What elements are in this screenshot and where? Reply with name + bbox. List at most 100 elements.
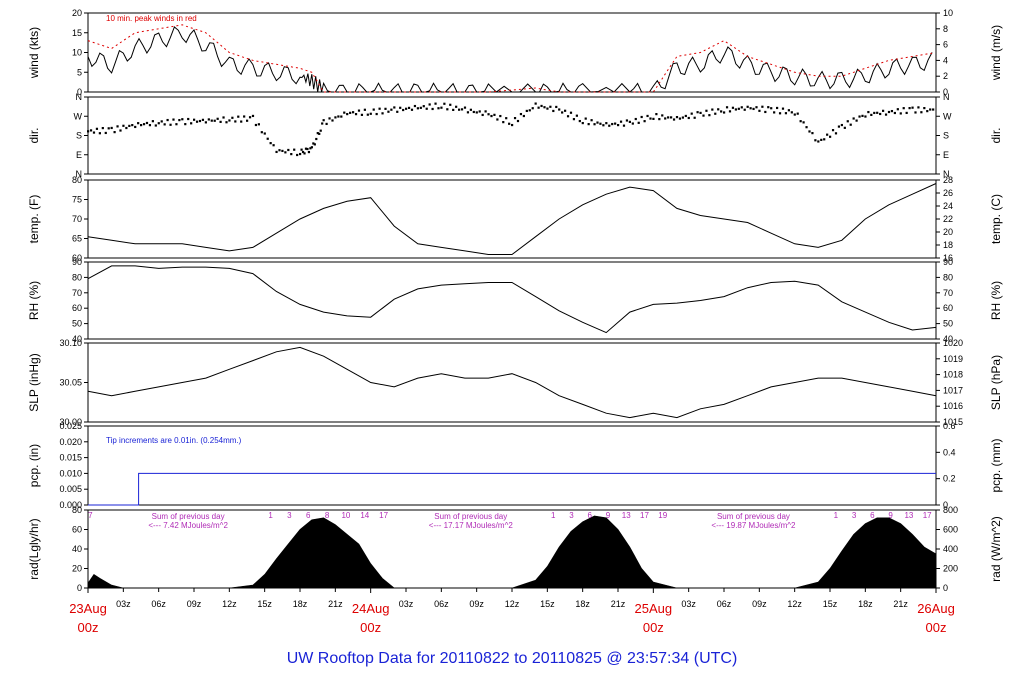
hour-label: 1 bbox=[834, 511, 839, 520]
dir-point bbox=[275, 150, 278, 154]
dir-point bbox=[225, 121, 228, 124]
dir-point bbox=[690, 112, 693, 115]
dir-point bbox=[858, 115, 861, 118]
dir-point bbox=[334, 116, 337, 119]
dir-point bbox=[737, 107, 740, 110]
dir-point bbox=[260, 131, 263, 134]
dir-point bbox=[257, 123, 260, 126]
dir-point bbox=[251, 114, 255, 118]
dir-point bbox=[893, 111, 896, 115]
dir-point bbox=[564, 109, 567, 112]
y2-tick-label: 22 bbox=[943, 214, 953, 224]
temp-line bbox=[87, 183, 937, 255]
dir-point bbox=[416, 107, 419, 110]
dir-point bbox=[113, 131, 116, 134]
dir-point bbox=[287, 148, 290, 152]
dir-point bbox=[667, 116, 670, 119]
dir-point bbox=[306, 147, 309, 151]
dir-point bbox=[540, 104, 543, 108]
dir-point bbox=[699, 111, 702, 115]
x-day-time: 00z bbox=[643, 620, 664, 635]
dir-point bbox=[840, 123, 843, 127]
y2-tick-label: 4 bbox=[943, 55, 948, 65]
dir-point bbox=[134, 125, 137, 129]
x-tick-label: 03z bbox=[681, 599, 696, 609]
dir-point bbox=[402, 108, 405, 112]
dir-point bbox=[316, 132, 319, 135]
dir-point bbox=[572, 118, 576, 121]
x-tick-label: 21z bbox=[611, 599, 626, 609]
dir-point bbox=[776, 106, 779, 110]
dir-point bbox=[622, 124, 626, 127]
dir-point bbox=[543, 106, 546, 109]
dir-point bbox=[761, 105, 764, 108]
dir-point bbox=[328, 117, 331, 120]
y-tick-label: 0 bbox=[77, 87, 82, 97]
y-axis-label: pcp. (in) bbox=[27, 444, 41, 487]
dir-point bbox=[478, 110, 481, 113]
dir-point bbox=[799, 120, 802, 123]
dir-point bbox=[463, 106, 467, 109]
y-tick-label: 40 bbox=[72, 334, 82, 344]
dir-point bbox=[802, 121, 805, 124]
dir-point bbox=[534, 102, 537, 105]
hour-label: 13 bbox=[622, 511, 631, 520]
dir-point bbox=[884, 113, 888, 116]
dir-point bbox=[413, 104, 417, 108]
hour-label: 6 bbox=[588, 511, 593, 520]
x-tick-label: 15z bbox=[540, 599, 555, 609]
hour-label: 17 bbox=[379, 511, 388, 520]
footer-title: UW Rooftop Data for 20110822 to 20110825… bbox=[286, 650, 738, 667]
dir-point bbox=[923, 106, 926, 110]
dir-point bbox=[808, 130, 811, 133]
dir-point bbox=[566, 115, 570, 118]
dir-point bbox=[493, 113, 496, 116]
dir-point bbox=[210, 119, 213, 122]
dir-point bbox=[487, 113, 490, 116]
y-tick-label: N bbox=[76, 92, 83, 102]
y2-tick-label: 10 bbox=[943, 8, 953, 18]
dir-point bbox=[92, 131, 96, 134]
dir-point bbox=[354, 113, 358, 116]
y-tick-label: 30.10 bbox=[59, 338, 82, 348]
dir-point bbox=[693, 116, 696, 119]
y-tick-label: 75 bbox=[72, 195, 82, 205]
dir-point bbox=[537, 106, 540, 109]
dir-point bbox=[428, 103, 431, 106]
dir-point bbox=[675, 115, 679, 119]
y-tick-label: 0.015 bbox=[59, 453, 82, 463]
dir-point bbox=[711, 108, 714, 111]
dir-point bbox=[817, 140, 820, 143]
y-tick-label: 0.025 bbox=[59, 421, 82, 431]
y2-tick-label: 1020 bbox=[943, 338, 963, 348]
dir-point bbox=[154, 124, 157, 127]
radiation-area bbox=[87, 515, 937, 589]
dir-point bbox=[201, 118, 205, 121]
dir-point bbox=[387, 110, 390, 113]
rh-line bbox=[87, 265, 937, 334]
dir-point bbox=[266, 137, 269, 140]
x-tick-label: 12z bbox=[787, 599, 802, 609]
panel-frame bbox=[87, 342, 937, 423]
dir-point bbox=[375, 112, 378, 116]
dir-point bbox=[178, 118, 181, 122]
panel-frame bbox=[87, 96, 937, 175]
dir-point bbox=[705, 109, 708, 112]
dir-point bbox=[318, 132, 321, 135]
y2-tick-label: 600 bbox=[943, 525, 958, 535]
dir-point bbox=[181, 118, 184, 121]
hour-label: 14 bbox=[360, 511, 369, 520]
dir-point bbox=[870, 113, 873, 117]
dir-point bbox=[637, 121, 640, 124]
x-tick-label: 06z bbox=[717, 599, 732, 609]
x-day-label: 25Aug bbox=[635, 601, 673, 616]
dir-point bbox=[458, 108, 461, 111]
dir-point bbox=[290, 152, 293, 156]
dir-point bbox=[499, 114, 502, 118]
hour-label: 9 bbox=[606, 511, 611, 520]
dir-point bbox=[490, 114, 493, 118]
dir-point bbox=[269, 142, 272, 145]
y-tick-label: 30.00 bbox=[59, 417, 82, 427]
y2-tick-label: 6 bbox=[943, 40, 948, 50]
